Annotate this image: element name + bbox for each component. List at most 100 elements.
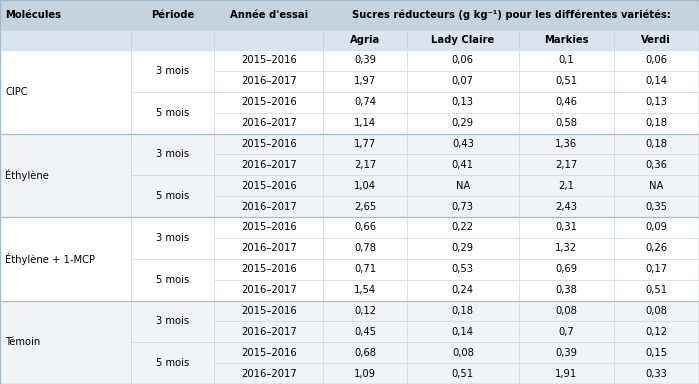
Text: Molécules: Molécules — [5, 10, 61, 20]
Bar — [407, 50, 519, 71]
Bar — [519, 280, 614, 301]
Bar — [407, 113, 519, 134]
Text: 3 mois: 3 mois — [156, 66, 189, 76]
Text: 2015–2016: 2015–2016 — [241, 264, 297, 274]
Bar — [0, 363, 131, 384]
Bar — [131, 113, 215, 134]
Bar — [324, 196, 407, 217]
Bar — [519, 342, 614, 363]
Bar — [324, 92, 407, 113]
Bar — [614, 259, 699, 280]
Bar — [519, 134, 614, 154]
Bar — [0, 280, 131, 301]
Bar — [0, 301, 131, 321]
Text: 1,97: 1,97 — [354, 76, 376, 86]
Bar — [0, 196, 131, 217]
Text: 2015–2016: 2015–2016 — [241, 348, 297, 358]
Text: 0,09: 0,09 — [645, 222, 668, 232]
Bar — [0, 71, 131, 92]
Bar — [0, 342, 131, 363]
Text: 0,43: 0,43 — [452, 139, 474, 149]
Text: 0,14: 0,14 — [645, 76, 668, 86]
Bar — [407, 196, 519, 217]
Text: Markies: Markies — [544, 35, 589, 45]
Bar — [131, 301, 215, 321]
Bar — [324, 321, 407, 342]
Text: Période: Période — [151, 10, 194, 20]
Text: Lady Claire: Lady Claire — [431, 35, 494, 45]
Bar — [407, 280, 519, 301]
Text: 0,38: 0,38 — [555, 285, 577, 295]
Bar — [614, 134, 699, 154]
Text: 0,39: 0,39 — [354, 55, 376, 65]
Text: 0,74: 0,74 — [354, 97, 376, 107]
Text: 0,15: 0,15 — [645, 348, 668, 358]
Text: 0,29: 0,29 — [452, 118, 474, 128]
Text: 0,06: 0,06 — [645, 55, 668, 65]
Text: 0,08: 0,08 — [452, 348, 474, 358]
Text: 2016–2017: 2016–2017 — [241, 285, 297, 295]
Bar — [324, 71, 407, 92]
Text: 0,66: 0,66 — [354, 222, 376, 232]
Bar — [131, 154, 215, 175]
Text: 2,65: 2,65 — [354, 202, 376, 212]
Text: 1,54: 1,54 — [354, 285, 376, 295]
Bar — [215, 238, 324, 259]
Bar — [407, 321, 519, 342]
Text: 5 mois: 5 mois — [156, 358, 189, 368]
Bar — [324, 113, 407, 134]
Bar — [0, 301, 131, 384]
Bar — [131, 50, 215, 92]
Text: 0,22: 0,22 — [452, 222, 474, 232]
Text: 3 mois: 3 mois — [156, 233, 189, 243]
Bar — [131, 259, 215, 280]
Text: 0,13: 0,13 — [452, 97, 474, 107]
Text: Agria: Agria — [350, 35, 380, 45]
Text: 0,51: 0,51 — [555, 76, 577, 86]
Text: Témoin: Témoin — [5, 337, 41, 347]
Bar — [614, 50, 699, 71]
Bar — [519, 71, 614, 92]
Bar — [131, 259, 215, 301]
Text: 0,41: 0,41 — [452, 160, 474, 170]
Text: 2015–2016: 2015–2016 — [241, 181, 297, 191]
Text: 2016–2017: 2016–2017 — [241, 160, 297, 170]
Bar — [131, 217, 215, 259]
Text: 2,17: 2,17 — [555, 160, 577, 170]
Bar — [614, 238, 699, 259]
Bar — [215, 363, 324, 384]
Text: 5 mois: 5 mois — [156, 275, 189, 285]
Bar — [215, 71, 324, 92]
Text: 1,91: 1,91 — [555, 369, 577, 379]
Text: 0,39: 0,39 — [555, 348, 577, 358]
Text: Verdi: Verdi — [642, 35, 671, 45]
Bar — [407, 238, 519, 259]
Text: 0,7: 0,7 — [559, 327, 574, 337]
Bar — [407, 154, 519, 175]
Bar — [519, 238, 614, 259]
Bar — [324, 175, 407, 196]
Text: 2015–2016: 2015–2016 — [241, 97, 297, 107]
Bar — [614, 321, 699, 342]
Bar — [215, 134, 324, 154]
Bar — [519, 259, 614, 280]
Text: 2015–2016: 2015–2016 — [241, 139, 297, 149]
Text: 2,1: 2,1 — [559, 181, 574, 191]
Bar — [0, 113, 131, 134]
Bar — [614, 175, 699, 196]
Bar — [519, 154, 614, 175]
Bar — [407, 217, 519, 238]
Bar — [131, 175, 215, 196]
Bar — [131, 0, 215, 30]
Text: 0,53: 0,53 — [452, 264, 474, 274]
Bar — [519, 321, 614, 342]
Text: 0,1: 0,1 — [559, 55, 574, 65]
Text: 0,08: 0,08 — [645, 306, 668, 316]
Bar — [614, 301, 699, 321]
Text: Année d'essai: Année d'essai — [230, 10, 308, 20]
Bar — [519, 30, 614, 50]
Text: 0,68: 0,68 — [354, 348, 376, 358]
Bar — [519, 196, 614, 217]
Bar — [519, 175, 614, 196]
Bar — [0, 50, 131, 71]
